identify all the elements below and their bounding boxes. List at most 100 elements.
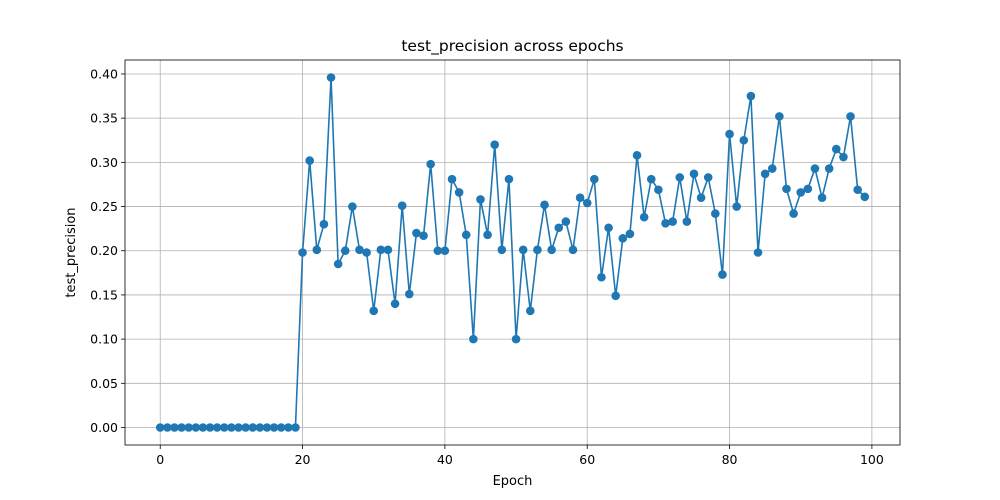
data-point — [340, 246, 350, 256]
data-point — [369, 306, 379, 316]
data-point — [675, 173, 685, 182]
data-point — [433, 246, 443, 256]
data-point — [782, 184, 791, 194]
data-point — [803, 184, 813, 194]
data-point — [333, 259, 343, 269]
data-point — [860, 192, 870, 202]
data-point — [618, 234, 628, 243]
data-point — [376, 245, 386, 255]
y-tick-label: 0.00 — [90, 420, 118, 435]
data-point — [227, 423, 236, 432]
data-point — [170, 423, 179, 432]
data-point — [547, 245, 556, 255]
data-point — [646, 174, 656, 184]
grid — [125, 60, 900, 445]
data-point — [582, 198, 592, 208]
data-point — [248, 423, 258, 432]
data-point — [234, 423, 243, 432]
data-point — [469, 334, 478, 344]
data-point — [440, 246, 450, 256]
data-point — [284, 423, 293, 432]
data-point — [397, 201, 407, 210]
data-point — [419, 231, 428, 241]
data-point — [305, 156, 314, 165]
data-point — [853, 185, 862, 195]
data-point — [682, 217, 692, 226]
data-point — [625, 229, 635, 239]
x-tick-label: 40 — [437, 452, 453, 467]
data-point — [191, 423, 201, 432]
data-point — [319, 219, 329, 229]
data-point — [575, 193, 585, 203]
x-axis-label: Epoch — [493, 474, 533, 489]
data-point — [184, 423, 193, 432]
data-point — [461, 230, 471, 240]
data-point — [205, 423, 215, 432]
data-point — [654, 185, 663, 195]
data-point — [839, 152, 848, 162]
x-tick-label: 0 — [156, 452, 164, 467]
data-point — [326, 73, 336, 82]
data-point — [810, 164, 820, 173]
data-point — [817, 193, 827, 203]
y-tick-label: 0.15 — [90, 287, 118, 302]
data-point — [533, 245, 542, 255]
data-point — [753, 248, 763, 257]
data-point — [241, 423, 250, 432]
data-point — [846, 112, 855, 121]
data-point — [454, 188, 464, 197]
data-point — [661, 219, 670, 228]
data-point — [348, 202, 357, 211]
x-axis-ticks: 0 20 40 60 80 100 — [156, 445, 884, 467]
data-point — [312, 245, 322, 255]
data-point — [796, 188, 806, 197]
data-point — [604, 223, 613, 233]
data-point — [212, 423, 222, 432]
y-tick-label: 0.35 — [90, 111, 118, 126]
data-point — [554, 223, 564, 233]
data-point — [767, 164, 777, 173]
y-axis-label: test_precision — [64, 207, 79, 297]
chart-title: test_precision across epochs — [401, 37, 623, 56]
data-point — [177, 423, 186, 432]
data-point — [504, 174, 514, 184]
data-point — [632, 150, 642, 160]
data-point — [718, 270, 727, 279]
y-axis-ticks: 0.00 0.05 0.10 0.15 0.20 0.25 0.30 0.35 0.40 — [90, 66, 125, 435]
data-point — [711, 209, 720, 218]
data-point — [511, 334, 521, 344]
data-point — [732, 202, 741, 211]
data-point — [775, 112, 784, 121]
data-point — [355, 245, 364, 255]
data-point — [383, 245, 393, 255]
data-point — [725, 129, 734, 139]
data-point — [746, 91, 756, 101]
x-tick-label: 20 — [295, 452, 311, 467]
data-point — [476, 195, 485, 204]
data-point — [426, 159, 435, 169]
plot-frame — [124, 59, 901, 446]
data-point — [412, 228, 421, 238]
data-point — [540, 200, 549, 210]
data-point — [269, 423, 279, 432]
data-point — [611, 291, 620, 301]
data-point — [703, 173, 713, 182]
x-tick-label: 100 — [860, 452, 884, 467]
data-point — [739, 135, 749, 145]
y-tick-label: 0.30 — [90, 155, 118, 170]
data-point — [362, 248, 371, 257]
y-tick-label: 0.10 — [90, 332, 118, 347]
data-point — [276, 423, 286, 432]
data-point — [198, 423, 208, 432]
data-point — [255, 423, 265, 432]
data-point — [668, 217, 677, 226]
data-point — [518, 245, 528, 255]
y-tick-label: 0.40 — [90, 66, 118, 81]
data-point — [597, 272, 606, 282]
y-tick-label: 0.05 — [90, 376, 118, 391]
data-point — [789, 209, 798, 218]
data-point — [568, 245, 578, 255]
data-point — [590, 174, 599, 184]
